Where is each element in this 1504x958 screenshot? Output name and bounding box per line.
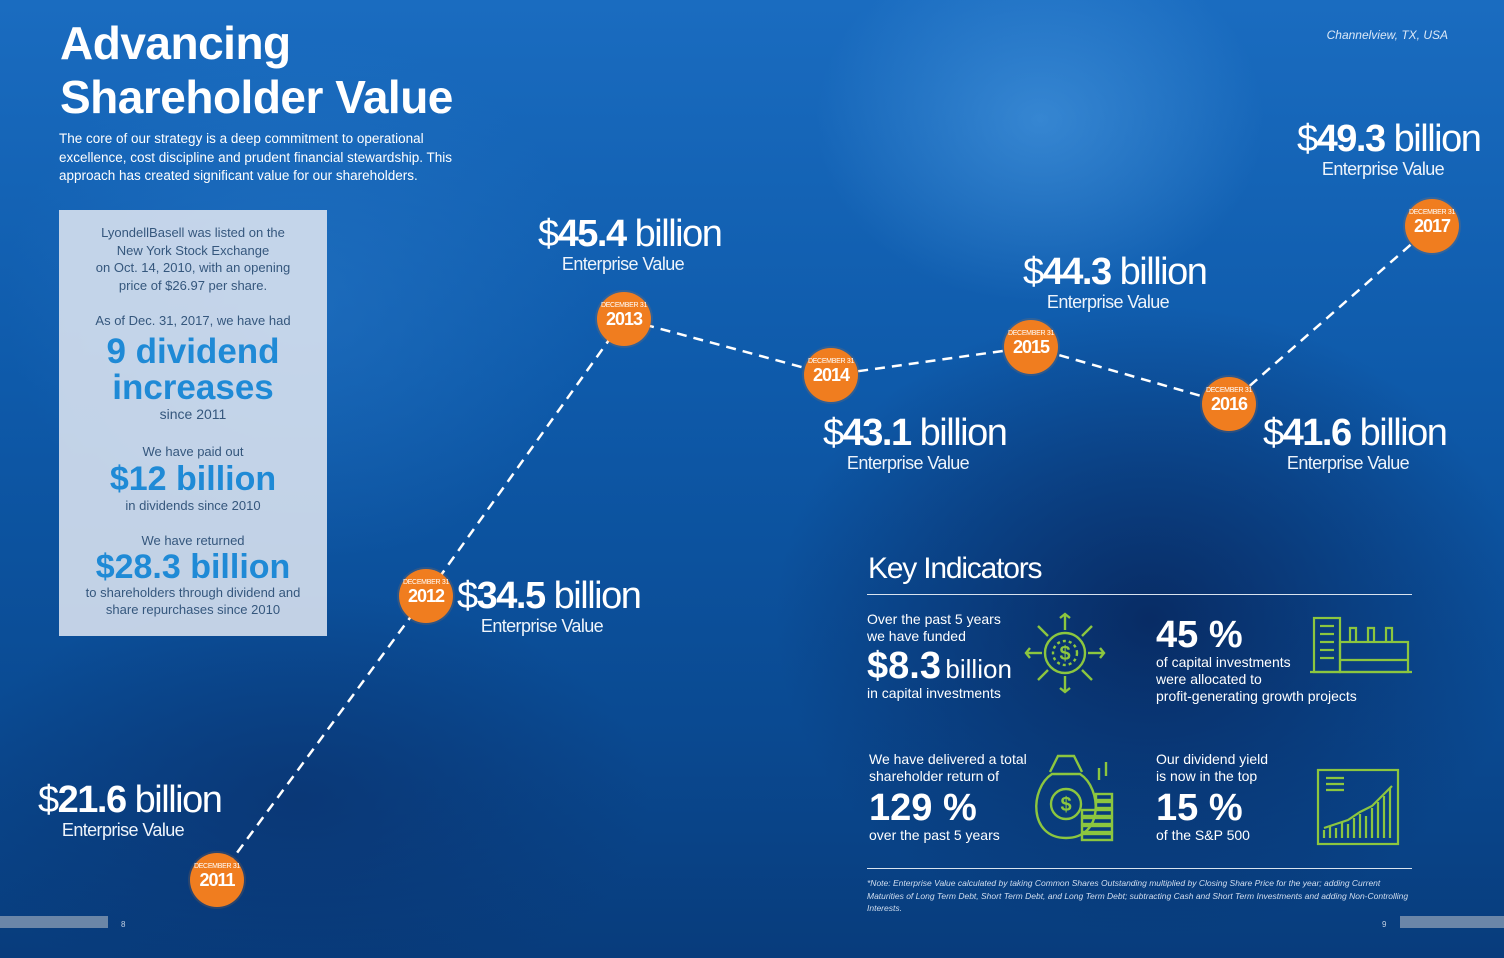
page-title: Advancing Shareholder Value: [60, 17, 453, 123]
photo-location: Channelview, TX, USA: [1326, 28, 1448, 42]
ev-label-2011: $21.6 billion Enterprise Value: [38, 779, 223, 840]
footer-bar-right: [1400, 916, 1504, 928]
page-number-right: 9: [1382, 920, 1387, 929]
ev-label-2015: $44.3 billion Enterprise Value: [1023, 251, 1208, 312]
ev-label-2016: $41.6 billion Enterprise Value: [1263, 412, 1448, 473]
key-indicators-bottom-rule: [867, 868, 1412, 869]
indicator-growth-allocation: 45 % of capital investments were allocat…: [1156, 614, 1357, 704]
paid-since: in dividends since 2010: [125, 497, 261, 513]
returned-text: to shareholders through dividend and sha…: [85, 584, 301, 618]
year-marker-2015: DECEMBER 31 2015: [1004, 320, 1058, 374]
footer-bar-left: [0, 916, 108, 928]
year-marker-2014: DECEMBER 31 2014: [804, 348, 858, 402]
ev-label-2013: $45.4 billion Enterprise Value: [538, 213, 723, 274]
money-bag-coins-icon: $: [1035, 754, 1114, 842]
ev-label-2017: $49.3 billion Enterprise Value: [1297, 118, 1482, 179]
factory-icon: [1310, 616, 1412, 674]
page-number-left: 8: [121, 920, 126, 929]
ev-label-2012: $34.5 billion Enterprise Value: [457, 575, 642, 636]
dividend-since: since 2011: [159, 405, 227, 422]
year-marker-2012: DECEMBER 31 2012: [399, 569, 453, 623]
paid-amount: $12 billion: [109, 459, 277, 498]
growth-chart-icon: [1316, 768, 1400, 846]
intro-text: The core of our strategy is a deep commi…: [59, 131, 452, 183]
indicator-shareholder-return: We have delivered a total shareholder re…: [869, 751, 1027, 843]
returned-intro: We have returned: [141, 533, 245, 548]
footnote: *Note: Enterprise Value calculated by ta…: [867, 878, 1409, 913]
asof-text: As of Dec. 31, 2017, we have had: [95, 313, 291, 328]
svg-text:$: $: [1060, 794, 1071, 816]
year-marker-2017: DECEMBER 31 2017: [1405, 199, 1459, 253]
ev-label-2014: $43.1 billion Enterprise Value: [823, 412, 1008, 473]
dividend-increases: 9 dividend increases: [106, 331, 280, 407]
listing-text: LyondellBasell was listed on the New Yor…: [95, 225, 291, 293]
year-marker-2016: DECEMBER 31 2016: [1202, 377, 1256, 431]
indicator-capital-investments: Over the past 5 years we have funded $8.…: [867, 611, 1012, 701]
key-indicators-top-rule: [867, 594, 1412, 595]
paid-intro: We have paid out: [142, 444, 244, 459]
summary-box: LyondellBasell was listed on the New Yor…: [59, 210, 327, 636]
year-marker-2011: DECEMBER 31 2011: [190, 853, 244, 907]
returned-amount: $28.3 billion: [95, 547, 291, 586]
svg-text:$: $: [1059, 643, 1070, 665]
key-indicators-title: Key Indicators: [868, 552, 1042, 585]
indicator-dividend-yield: Our dividend yield is now in the top 15 …: [1156, 751, 1269, 843]
dollar-target-icon: $: [1024, 612, 1106, 694]
year-marker-2013: DECEMBER 31 2013: [597, 292, 651, 346]
